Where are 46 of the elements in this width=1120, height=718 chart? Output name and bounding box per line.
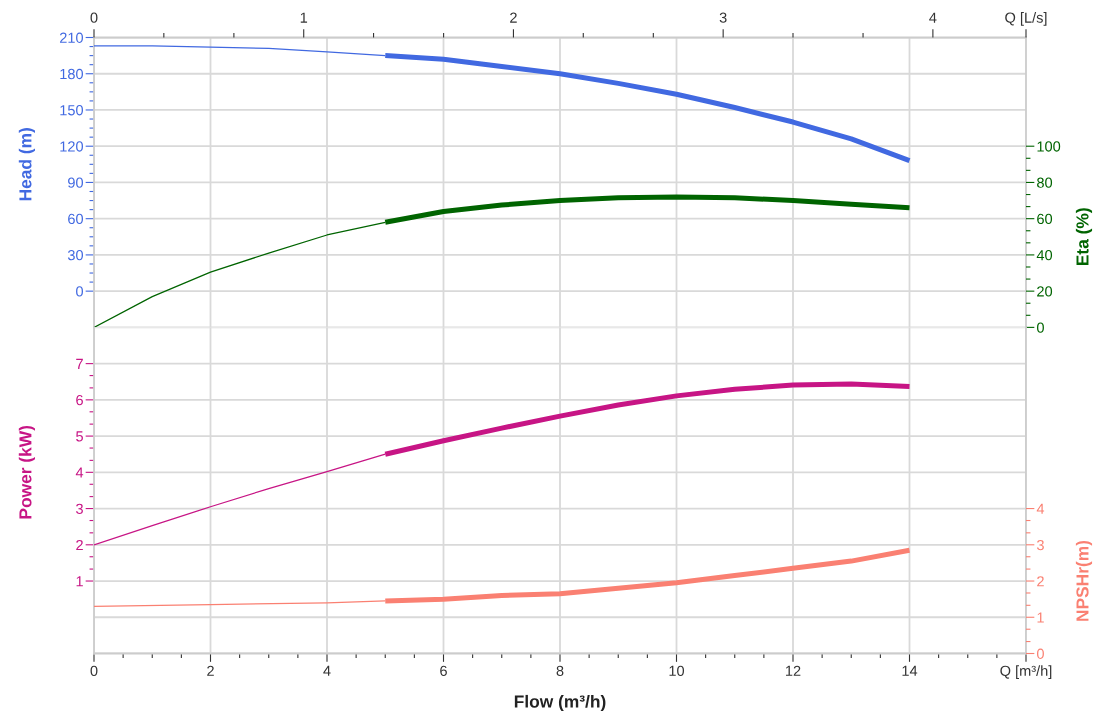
x2-tick-label: Q [L/s] [1005, 12, 1047, 26]
x2-tick-label: 1 [300, 12, 308, 23]
x2-tick-label: 3 [719, 12, 727, 23]
x2-tick-label: 0 [90, 12, 98, 23]
x-tick-label: 0 [90, 665, 98, 677]
x-tick-label: Q [m³/h] [1000, 665, 1052, 679]
y2-tick-label: 1 [1037, 612, 1044, 623]
y-tick-label: 6 [76, 394, 83, 406]
y-tick-label: 7 [76, 358, 83, 369]
x2-tick-label: 4 [929, 12, 937, 23]
y2-tick-label: 60 [1037, 213, 1053, 225]
y-tick-label: 120 [60, 141, 84, 152]
y2-axis-title: Eta (%) [1075, 208, 1093, 266]
y-axis-title: Head (m) [18, 128, 35, 201]
x-tick-label: 6 [440, 665, 447, 677]
y-tick-label: 90 [68, 177, 84, 188]
y2-axis-title: NPSHr(m) [1075, 540, 1093, 621]
x2-tick-label: 2 [510, 12, 517, 23]
y-axis-title: Power (kW) [18, 425, 35, 519]
x-tick-label: 4 [323, 665, 331, 676]
y-tick-label: 1 [76, 576, 83, 587]
y2-tick-label: 0 [1036, 648, 1044, 659]
y2-tick-label: 2 [1037, 576, 1044, 587]
y2-tick-label: 20 [1037, 286, 1053, 297]
y-tick-label: 210 [59, 32, 84, 43]
y2-tick-label: 100 [1037, 141, 1061, 152]
y-tick-label: 5 [76, 431, 83, 442]
x-tick-label: 10 [669, 665, 685, 677]
y-tick-label: 4 [75, 467, 84, 478]
x-axis-title: Flow (m³/h) [514, 694, 606, 712]
y-tick-label: 3 [76, 503, 83, 514]
x-tick-label: 12 [786, 665, 801, 676]
y-tick-label: 150 [60, 105, 84, 116]
y-tick-label: 30 [67, 250, 84, 261]
x-tick-label: 8 [556, 665, 564, 677]
y2-tick-label: 0 [1036, 322, 1044, 333]
y2-tick-label: 80 [1037, 177, 1053, 188]
y2-tick-label: 3 [1036, 539, 1044, 551]
y-tick-label: 2 [76, 539, 83, 551]
y-tick-label: 0 [76, 286, 84, 297]
y2-tick-label: 40 [1036, 250, 1053, 261]
y-tick-label: 180 [60, 68, 84, 80]
x-tick-label: 14 [902, 665, 918, 676]
y2-tick-label: 4 [1036, 503, 1045, 514]
x-tick-label: 2 [207, 665, 214, 676]
y-tick-label: 60 [68, 213, 84, 225]
